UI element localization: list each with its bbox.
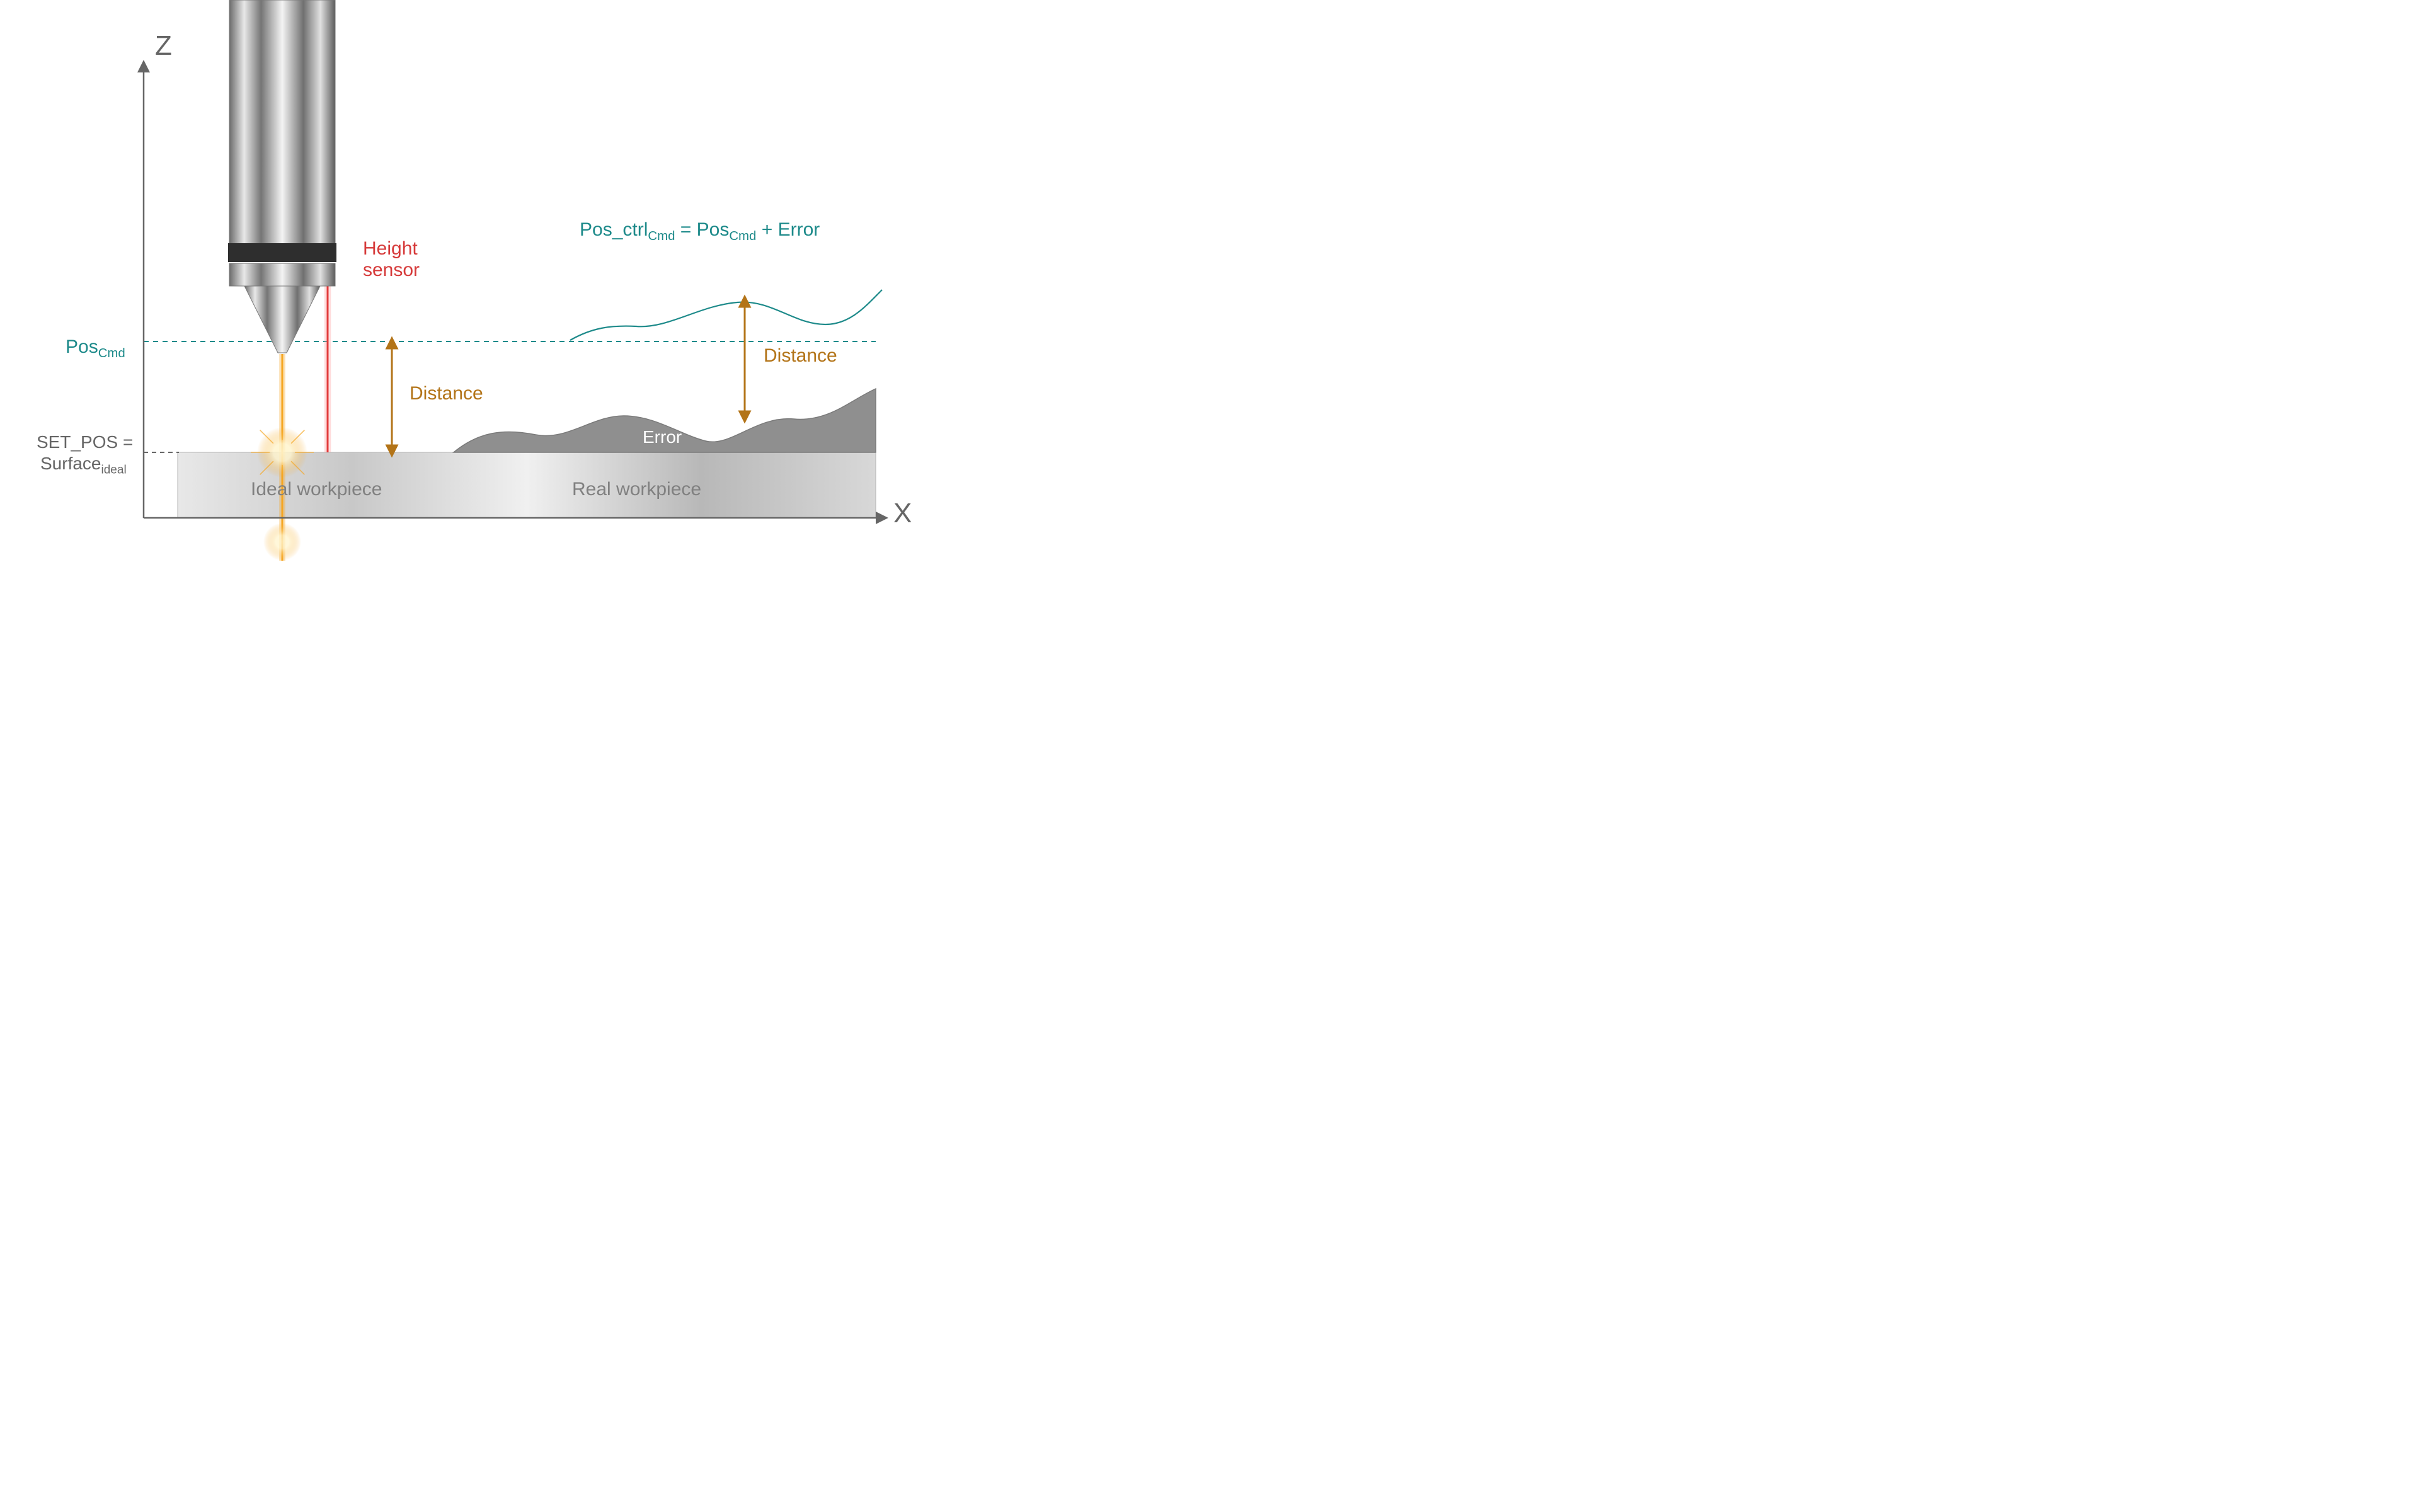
- diagram-canvas: [0, 0, 932, 580]
- height-sensor-label: Heightsensor: [363, 238, 420, 281]
- set-pos-label-a: SET_POS =: [37, 432, 133, 452]
- equation-pos-ctrl: Pos_ctrlCmd = PosCmd + Error: [580, 219, 820, 244]
- pos-ctrl-curve: [570, 290, 882, 340]
- axis-label-x: X: [893, 498, 912, 529]
- distance-label-ideal: Distance: [410, 383, 483, 404]
- laser-spark-below: [263, 523, 301, 561]
- distance-label-real: Distance: [764, 345, 837, 367]
- axis-label-z: Z: [155, 30, 172, 62]
- tool-head: [228, 0, 336, 353]
- set-pos-label-b: Surfaceideal: [40, 454, 127, 478]
- error-label: Error: [643, 427, 682, 447]
- ideal-workpiece-label: Ideal workpiece: [251, 479, 382, 500]
- pos-cmd-label: PosCmd: [66, 336, 125, 361]
- real-workpiece-label: Real workpiece: [572, 479, 701, 500]
